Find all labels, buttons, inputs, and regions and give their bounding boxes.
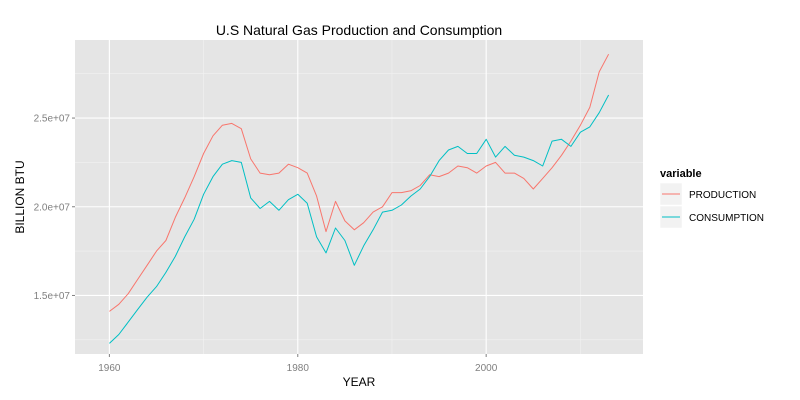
y-tick-label: 1.5e+07 xyxy=(34,291,71,302)
legend-label: PRODUCTION xyxy=(689,190,756,201)
legend-label: CONSUMPTION xyxy=(689,213,764,224)
x-axis-title: YEAR xyxy=(343,375,376,389)
minor-gridlines xyxy=(75,40,643,354)
series-lines xyxy=(109,53,610,344)
y-axis: 1.5e+07 2.0e+07 2.5e+07 xyxy=(34,114,75,302)
plot-panel xyxy=(75,40,643,354)
series-line-consumption xyxy=(109,94,610,344)
x-tick-label: 1980 xyxy=(287,363,310,374)
x-tick-label: 1960 xyxy=(98,363,121,374)
x-axis: 1960 1980 2000 xyxy=(98,354,498,374)
legend-title: variable xyxy=(660,168,702,180)
y-axis-title: BILLION BTU xyxy=(13,160,27,233)
y-tick-label: 2.5e+07 xyxy=(34,114,71,125)
y-tick-label: 2.0e+07 xyxy=(34,202,71,213)
series-line-production xyxy=(109,53,610,312)
major-gridlines xyxy=(75,40,643,354)
chart-title: U.S Natural Gas Production and Consumpti… xyxy=(216,22,502,38)
x-tick-label: 2000 xyxy=(475,363,498,374)
legend: variable PRODUCTION CONSUMPTION xyxy=(659,168,764,229)
